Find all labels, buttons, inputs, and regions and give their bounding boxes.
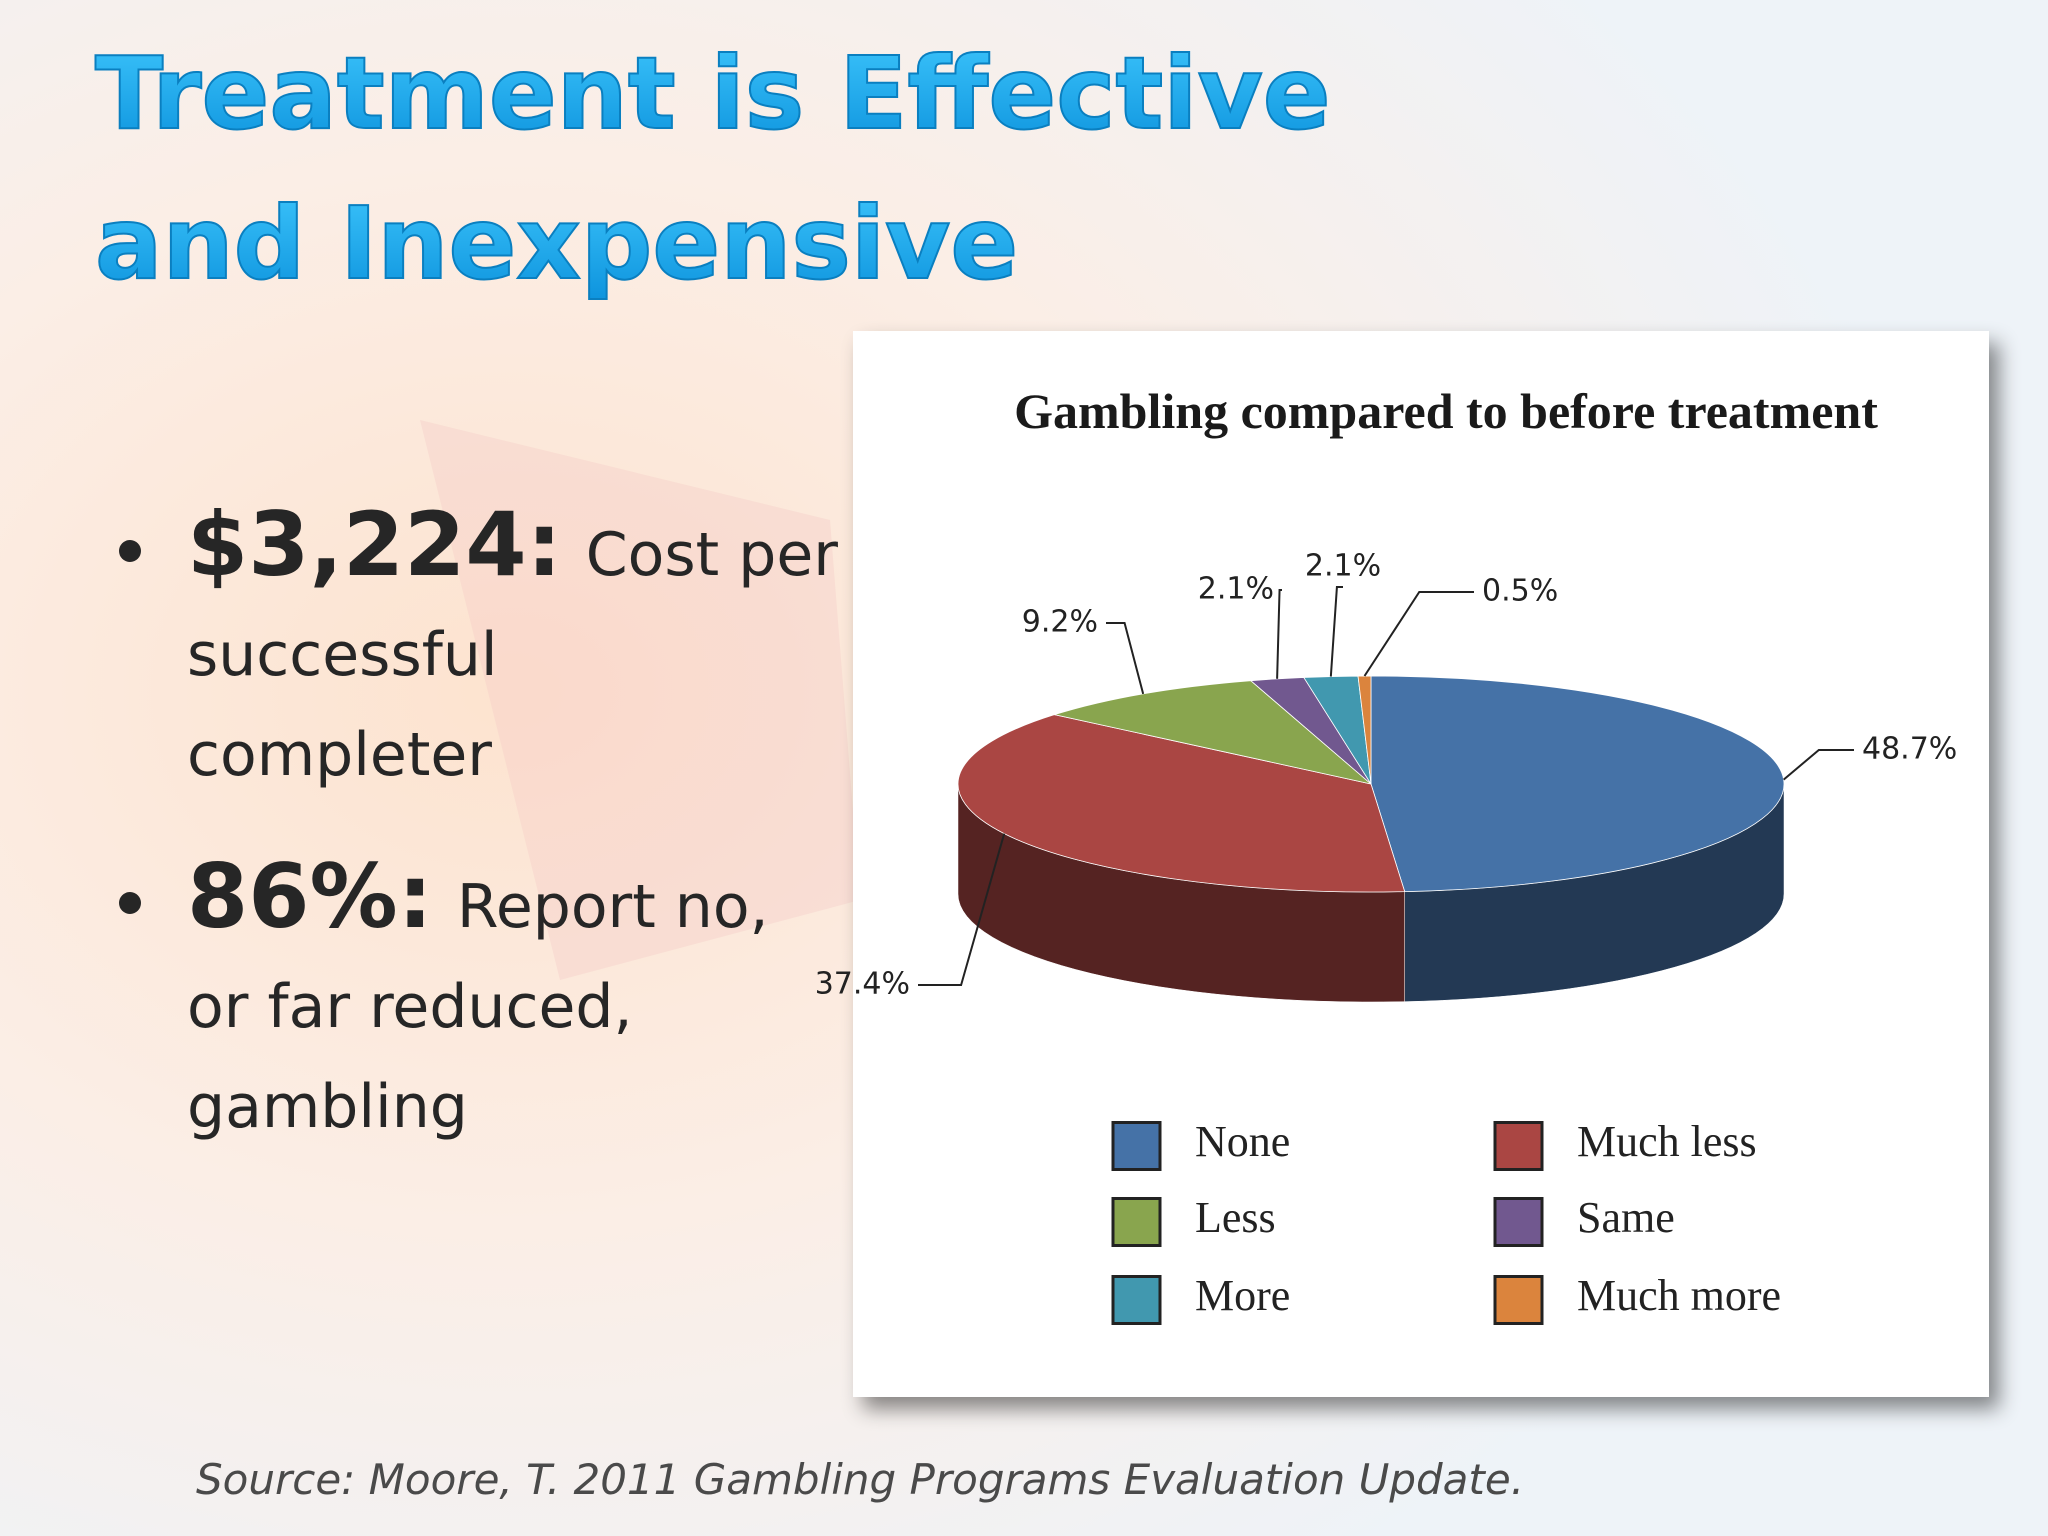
legend-swatch bbox=[1111, 1121, 1162, 1171]
legend-label: Same bbox=[1577, 1193, 1675, 1242]
data-label: 0.5% bbox=[1482, 574, 1558, 609]
background-cards bbox=[420, 420, 860, 980]
data-label: 2.1% bbox=[1198, 572, 1274, 607]
bullet-line: Cost per bbox=[586, 520, 838, 590]
source: Source: Moore, T. 2011 Gambling Programs… bbox=[196, 1455, 1524, 1504]
bullet-line: successful bbox=[187, 620, 498, 690]
leader-line bbox=[1276, 589, 1282, 679]
bullet-text: 86%: Report no, bbox=[187, 845, 769, 948]
bullet-line: Report no, bbox=[457, 872, 769, 942]
slide-title: Treatment is Effective bbox=[95, 35, 1331, 152]
legend-swatch bbox=[1111, 1197, 1162, 1247]
pie-slice bbox=[1370, 675, 1785, 893]
leader-line bbox=[1106, 622, 1145, 695]
legend-swatch bbox=[1493, 1275, 1544, 1325]
leader-line bbox=[1363, 591, 1474, 677]
bullet-lead: $3,224: bbox=[187, 493, 562, 596]
data-label: 37.4% bbox=[815, 967, 910, 1002]
data-label: 2.1% bbox=[1305, 549, 1381, 584]
pie-slice bbox=[957, 714, 1406, 893]
pie-slice bbox=[1052, 680, 1372, 785]
leader-line bbox=[1783, 749, 1854, 781]
bullet-line: gambling bbox=[187, 1072, 468, 1142]
bullet-dot bbox=[119, 892, 141, 914]
data-label: 48.7% bbox=[1862, 732, 1957, 767]
legend-swatch bbox=[1493, 1197, 1544, 1247]
legend-swatch bbox=[1111, 1275, 1162, 1325]
bullet-text: $3,224: Cost per bbox=[187, 493, 838, 596]
bullet-lead: 86%: bbox=[187, 845, 433, 948]
bullet-line: or far reduced, bbox=[187, 972, 633, 1042]
legend-label: None bbox=[1195, 1117, 1290, 1166]
legend-label: Much less bbox=[1577, 1117, 1757, 1166]
leader-line bbox=[918, 833, 1006, 986]
leader-line bbox=[1329, 586, 1343, 677]
slide-title: and Inexpensive bbox=[95, 185, 1018, 302]
legend-label: Less bbox=[1195, 1193, 1276, 1242]
bullet-dot bbox=[119, 540, 141, 562]
legend-swatch bbox=[1493, 1121, 1544, 1171]
chart-title: Gambling compared to before treatment bbox=[1014, 383, 1878, 439]
legend-label: More bbox=[1195, 1271, 1290, 1320]
bullet-line: completer bbox=[187, 720, 492, 790]
legend-label: Much more bbox=[1577, 1271, 1781, 1320]
data-label: 9.2% bbox=[1022, 605, 1098, 640]
